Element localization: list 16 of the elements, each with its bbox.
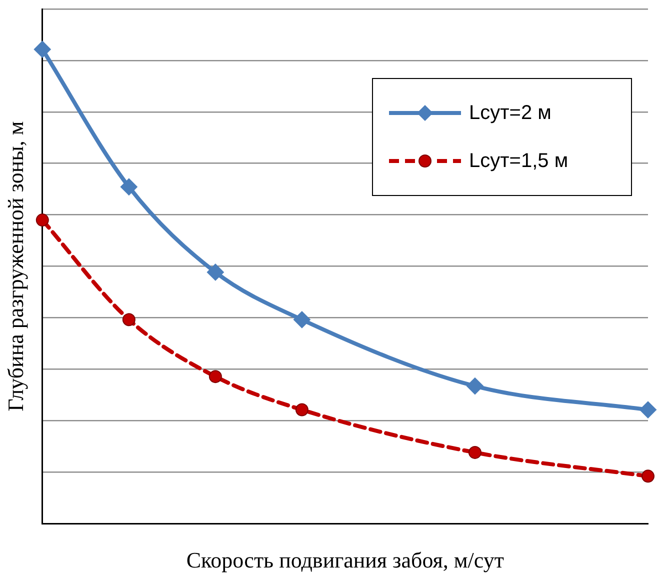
legend-label: Lсут=2 м bbox=[469, 102, 552, 124]
point bbox=[295, 403, 308, 416]
point bbox=[293, 311, 310, 328]
point bbox=[468, 446, 482, 459]
point bbox=[206, 264, 224, 281]
point bbox=[208, 370, 222, 384]
legend-label: Lсут=1,5 м bbox=[469, 150, 568, 172]
point bbox=[34, 40, 51, 58]
point bbox=[36, 214, 49, 227]
x-axis-title: Скорость подвигания забоя, м/сут bbox=[186, 548, 504, 573]
point bbox=[120, 178, 138, 196]
point bbox=[466, 378, 484, 395]
point bbox=[642, 470, 654, 483]
y-axis-title: Глубина разгруженной зоны, м bbox=[2, 121, 28, 412]
point bbox=[640, 401, 656, 418]
point bbox=[122, 313, 136, 326]
